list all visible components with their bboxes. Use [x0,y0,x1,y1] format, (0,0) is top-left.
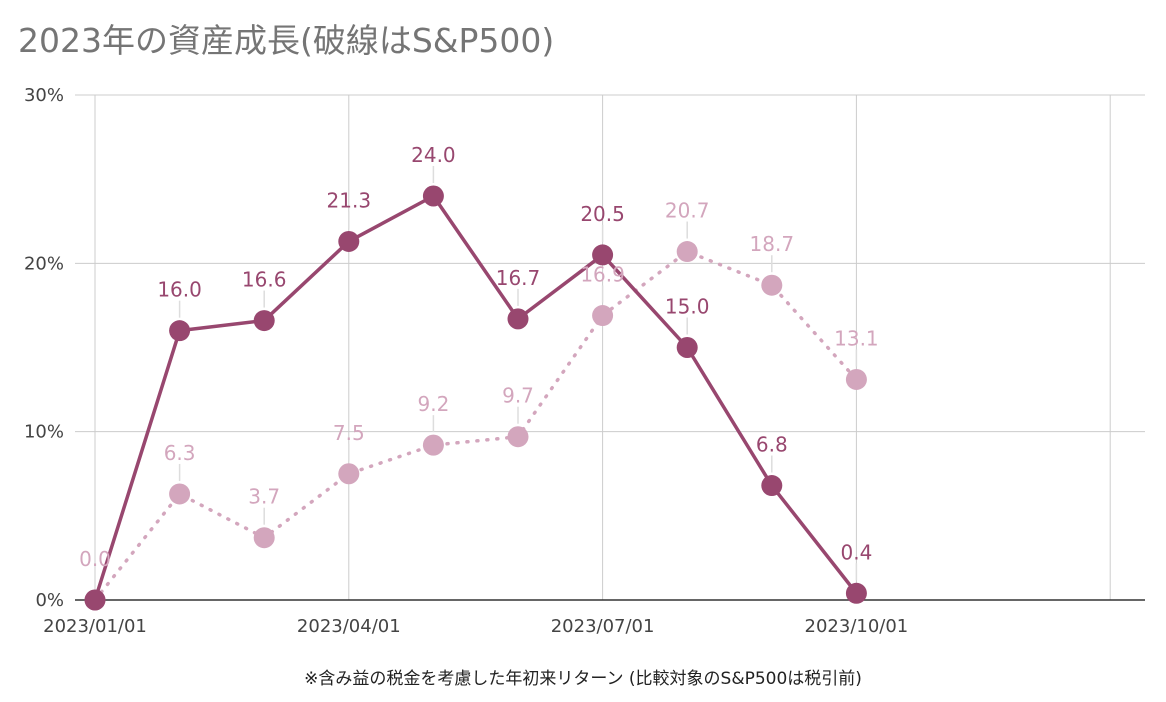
solid-series-point [338,230,360,252]
dotted-series-data-label: 9.2 [417,392,449,416]
x-tick-label: 2023/04/01 [297,616,401,637]
solid-series-point [507,308,529,330]
dotted-series-data-label: 16.9 [580,263,625,287]
solid-series-point [761,475,783,497]
solid-series-point [676,337,698,358]
solid-series-point [253,310,275,332]
dotted-series-data-label: 13.1 [834,326,879,350]
chart-title: 2023年の資産成長(破線はS&P500) [18,21,555,60]
solid-series-data-label: 0.4 [840,540,872,564]
solid-series-data-label: 16.6 [242,268,287,292]
dotted-series-line [93,249,859,602]
solid-series-point [845,582,867,604]
chart-footnote: ※含み益の税金を考慮した年初来リターン (比較対象のS&P500は税引前) [304,669,862,689]
dotted-series-data-label: 0.0 [79,547,111,571]
dotted-series-point [592,305,614,327]
solid-series-point [592,244,614,266]
solid-series-point [169,320,191,342]
solid-series-data-label: 16.7 [496,266,541,290]
dotted-series-data-label: 20.7 [665,199,710,223]
y-tick-label: 10% [24,422,64,443]
solid-series-point [422,185,444,207]
x-tick-label: 2023/01/01 [43,616,147,637]
solid-series-data-label: 16.0 [157,278,202,302]
y-tick-label: 0% [35,590,64,611]
dotted-series-point [761,274,783,296]
x-tick-label: 2023/07/01 [551,616,655,637]
y-tick-label: 20% [24,253,64,274]
solid-series-data-label: 6.8 [756,433,788,457]
dotted-series-point [507,426,529,448]
dotted-series-point [676,241,698,263]
dotted-series-point [338,463,360,485]
dotted-series-data-label: 18.7 [750,232,795,256]
solid-series-point [84,589,106,611]
dotted-series-data-label: 9.7 [502,384,534,408]
dotted-series-point [845,368,867,390]
dotted-series-data-label: 6.3 [164,441,196,465]
dotted-series-point [169,483,191,505]
solid-series-data-label: 15.0 [665,295,710,319]
x-tick-label: 2023/10/01 [805,616,909,637]
dotted-series-point [422,434,444,456]
dotted-series-data-label: 7.5 [333,421,365,445]
dotted-series-point [253,527,275,549]
solid-series-data-label: 24.0 [411,143,456,167]
y-tick-label: 30% [24,85,64,106]
solid-series-data-label: 20.5 [580,202,625,226]
solid-series-line [93,194,859,602]
solid-series-data-label: 21.3 [327,188,372,212]
dotted-series-data-label: 3.7 [248,485,280,509]
